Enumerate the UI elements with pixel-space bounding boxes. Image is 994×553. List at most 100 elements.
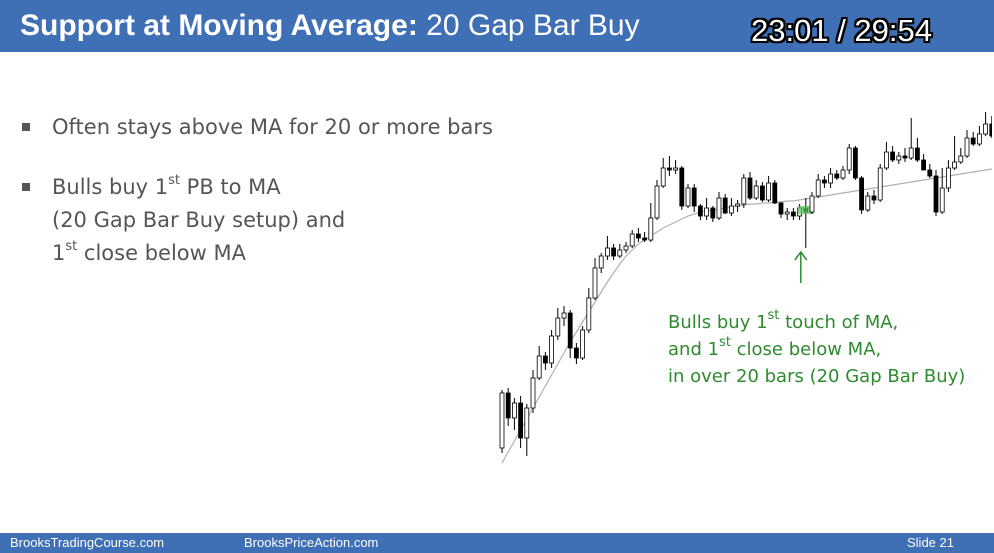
- candle-body: [914, 147, 920, 161]
- candle-body: [815, 179, 821, 197]
- candle: [921, 154, 927, 171]
- candle: [567, 310, 573, 358]
- candle: [797, 198, 814, 248]
- candle: [716, 192, 722, 220]
- candle-body: [524, 407, 530, 439]
- candle: [865, 192, 871, 212]
- candle: [828, 168, 834, 188]
- candle: [629, 230, 635, 248]
- candle-body: [970, 137, 976, 145]
- candle: [759, 182, 765, 202]
- candle-body: [871, 195, 877, 201]
- candle-body: [518, 402, 524, 439]
- candle-body: [902, 155, 908, 159]
- candle-body: [859, 177, 865, 211]
- candle: [524, 404, 530, 456]
- candle: [654, 180, 660, 220]
- candle-body: [741, 177, 747, 205]
- candle: [989, 116, 992, 138]
- candle-body: [983, 123, 989, 135]
- candle: [617, 244, 623, 258]
- candle: [964, 130, 970, 158]
- candle-body: [784, 211, 790, 215]
- candle-body: [735, 203, 741, 207]
- candle: [666, 156, 672, 176]
- title-bar: [0, 0, 994, 52]
- candle: [586, 288, 592, 333]
- candle: [902, 148, 908, 162]
- candle: [598, 253, 604, 273]
- arrow-head-icon: [794, 250, 808, 261]
- candle-body: [828, 173, 834, 184]
- candle-body: [543, 355, 548, 364]
- candle: [933, 170, 939, 216]
- candle-body: [648, 217, 654, 241]
- annotation-line-3: in over 20 bars (20 Gap Bar Buy): [668, 366, 966, 387]
- candle-body: [945, 167, 951, 189]
- candle-body: [499, 392, 505, 449]
- price-chart: [499, 112, 992, 464]
- candle-body: [586, 297, 592, 331]
- candle: [952, 136, 958, 170]
- candle-body: [865, 195, 871, 211]
- candle: [983, 112, 989, 136]
- candle: [976, 126, 982, 146]
- candle-body: [753, 185, 759, 199]
- candle-body: [939, 187, 945, 213]
- candle-body: [605, 247, 610, 257]
- moving-average-line: [501, 168, 992, 464]
- candle: [821, 176, 827, 188]
- candle-body: [574, 347, 579, 359]
- candle-body: [846, 147, 852, 171]
- candle-body: [635, 233, 641, 239]
- footer-left-site: BrooksTradingCourse.com: [10, 535, 165, 550]
- candle: [958, 148, 964, 164]
- candle-body: [679, 167, 685, 207]
- candle: [747, 172, 753, 200]
- candle-body: [530, 377, 536, 409]
- candle-body: [623, 245, 629, 251]
- candle-body: [976, 133, 982, 145]
- candle-body: [766, 182, 772, 201]
- candle: [896, 152, 902, 164]
- candle-body: [716, 197, 722, 219]
- candle: [549, 330, 554, 368]
- candle: [741, 174, 747, 208]
- candle-body: [555, 317, 561, 337]
- bullet-square-icon: [22, 183, 30, 191]
- candle-body: [691, 187, 697, 207]
- candle: [580, 326, 585, 360]
- candle-body: [580, 329, 585, 359]
- candle: [505, 388, 511, 426]
- candle-body: [561, 312, 567, 319]
- candle-body: [821, 179, 827, 184]
- candle: [778, 202, 784, 218]
- bullet-2-text: Bulls buy 1st PB to MA (20 Gap Bar Buy s…: [52, 171, 345, 270]
- candle: [518, 396, 524, 448]
- candle: [605, 236, 610, 260]
- slide-number: Slide 21: [907, 535, 954, 550]
- candle: [691, 184, 697, 212]
- candle-body: [921, 159, 927, 171]
- candle: [728, 198, 734, 216]
- candle-body: [778, 202, 784, 215]
- candle: [561, 306, 567, 326]
- candle: [766, 176, 772, 202]
- candle-body: [747, 177, 753, 199]
- candle: [939, 168, 945, 214]
- candle-body: [759, 185, 765, 201]
- candle: [722, 194, 728, 214]
- candle: [685, 184, 691, 208]
- candle: [840, 166, 846, 180]
- candle: [592, 258, 598, 300]
- candle-body: [809, 195, 815, 213]
- candle: [970, 132, 976, 146]
- candle-body: [598, 255, 604, 269]
- candle: [790, 208, 796, 220]
- candle: [852, 146, 858, 180]
- chart-annotation: Bulls buy 1st touch of MA, and 1st close…: [668, 309, 965, 390]
- candle-body: [840, 169, 846, 179]
- candle: [697, 204, 703, 220]
- candle-body: [704, 207, 710, 217]
- candle-body: [629, 233, 635, 247]
